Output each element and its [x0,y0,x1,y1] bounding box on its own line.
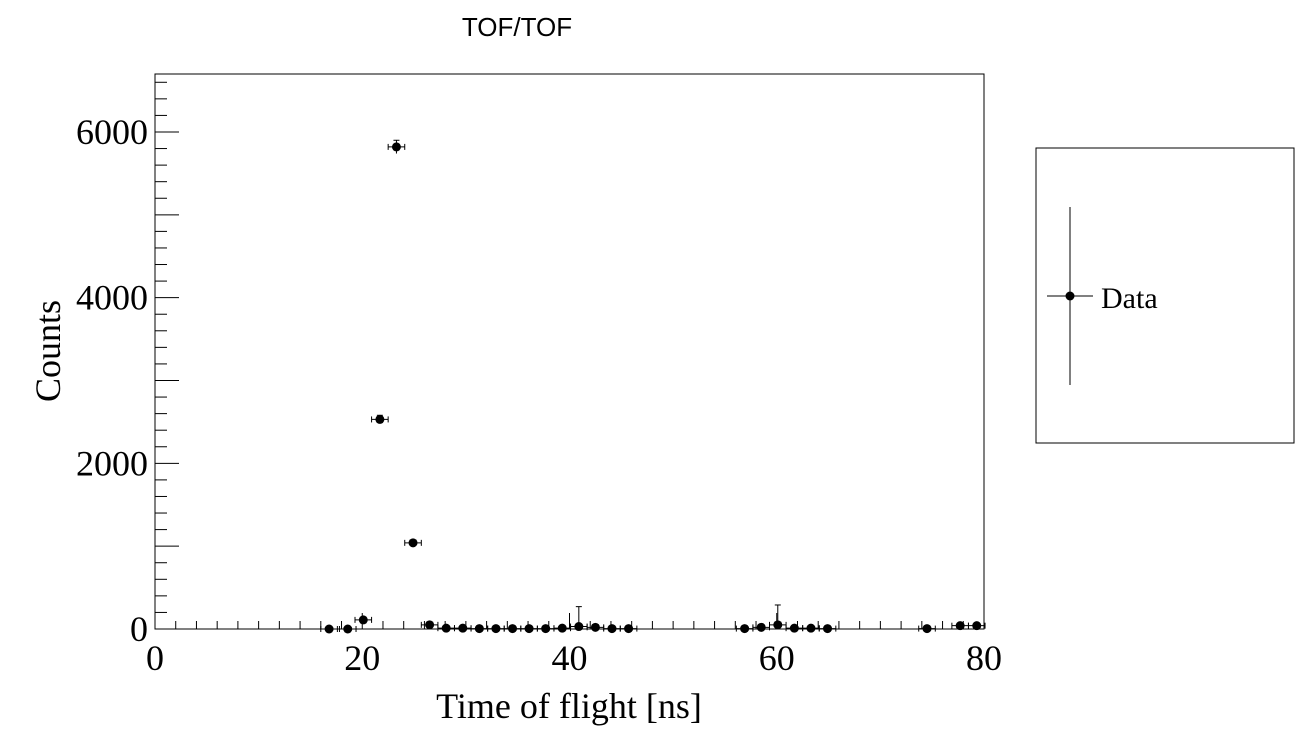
data-point [918,624,936,634]
data-point [967,621,986,631]
data-marker [823,624,833,634]
data-marker [343,624,353,634]
data-point [619,624,638,634]
data-point [603,624,621,634]
data-marker [408,538,418,548]
data-point [503,624,522,634]
data-point [453,623,472,633]
data-marker [756,622,766,632]
x-tick-label: 60 [759,638,795,678]
legend-label-data: Data [1101,282,1158,315]
data-marker [607,624,617,634]
y-axis-label: Counts [28,300,68,402]
data-points [320,139,986,634]
x-axis-label: Time of flight [ns] [436,686,702,726]
data-marker [425,620,435,630]
data-point [553,623,572,633]
data-marker [773,620,783,630]
x-axis: 0 20 40 60 80 [146,613,1002,678]
y-tick-label: 6000 [76,112,148,152]
data-point [487,624,505,634]
data-point [338,624,357,634]
data-point [735,624,754,634]
legend-box [1035,147,1295,444]
data-marker [358,615,368,625]
data-marker [491,624,501,634]
data-marker [972,621,982,631]
y-axis: 0 2000 4000 6000 [76,81,179,649]
data-marker [624,624,634,634]
data-point [752,622,770,632]
data-point [420,620,439,630]
x-tick-label: 80 [966,638,1002,678]
x-tick-label: 20 [344,638,380,678]
x-tick-label: 40 [552,638,588,678]
chart-title: TOF/TOF [462,12,572,42]
legend-marker [1065,291,1075,301]
x-tick-label: 0 [146,638,164,678]
data-marker [524,624,534,634]
data-marker [375,414,385,424]
data-point [586,622,605,632]
data-marker [574,622,584,632]
data-marker [590,622,600,632]
y-tick-label: 2000 [76,443,148,483]
data-marker [458,623,468,633]
data-marker [391,142,401,152]
data-marker [441,623,451,633]
data-point [320,624,338,634]
data-marker [508,624,518,634]
data-marker [541,624,551,634]
data-marker [557,623,567,633]
y-tick-label: 4000 [76,278,148,318]
data-point [354,615,373,625]
data-point [437,623,455,633]
data-point [470,624,489,634]
data-point [371,414,389,424]
data-marker [474,624,484,634]
data-point [404,538,422,548]
data-point [785,623,804,633]
data-marker [324,624,334,634]
legend: Data [1035,147,1295,444]
data-point [818,624,837,634]
data-marker [806,623,816,633]
plot-frame [154,73,985,630]
data-marker [740,624,750,634]
data-point [570,606,588,632]
data-marker [789,623,799,633]
data-point [802,623,820,633]
y-tick-label: 0 [130,609,148,649]
data-marker [955,621,965,631]
data-point [768,604,787,630]
data-point [387,139,406,154]
data-point [520,624,538,634]
data-marker [922,624,932,634]
data-point [536,624,555,634]
